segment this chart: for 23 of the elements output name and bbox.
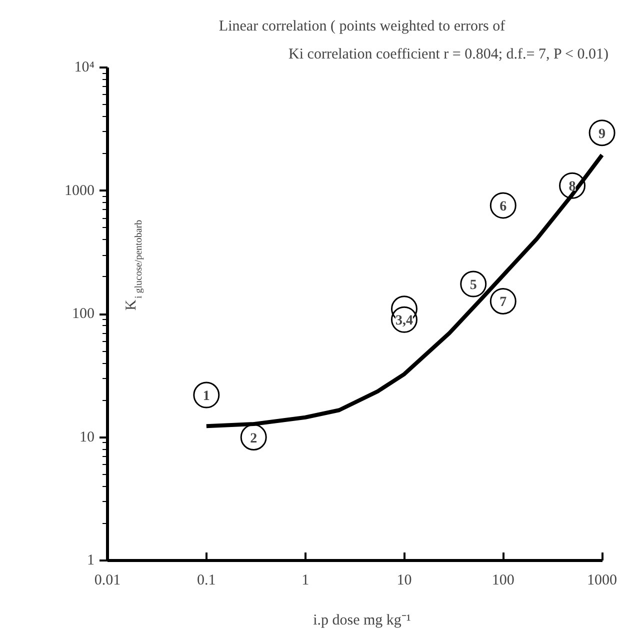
annotation: 9 xyxy=(598,126,606,142)
y-tick-label: 1000 xyxy=(64,182,94,199)
chart-title: Linear correlation ( points weighted to errors of xyxy=(218,18,506,34)
y-tick-label: 10 xyxy=(80,429,94,446)
annotation: 7 xyxy=(500,295,507,310)
x-tick-label: 1000 xyxy=(587,572,618,588)
x-tick-label: 0.1 xyxy=(197,572,216,588)
annotation: 1 xyxy=(202,389,210,404)
x-axis-title: i.p dose mg kg⁻¹ xyxy=(313,612,411,628)
y-tick-label: 1 xyxy=(87,552,94,568)
x-tick-label: 100 xyxy=(492,572,514,588)
y-axis-title: Ki glucose/pentobarb xyxy=(124,220,144,310)
annotation: 8 xyxy=(568,180,576,195)
annotation: 3,4 xyxy=(395,314,413,329)
annotation: 5 xyxy=(470,278,477,294)
annotation: 6 xyxy=(500,199,507,214)
y-tick-label: 100 xyxy=(72,306,94,322)
y-tick-label: 10⁴ xyxy=(74,60,95,76)
x-tick-label: 1 xyxy=(302,572,310,588)
x-tick-label: 0.01 xyxy=(94,572,121,588)
chart-subtitle: Ki correlation coefficient r = 0.804; d.f.= 7, P < 0.01) xyxy=(288,46,608,62)
x-tick-label: 10 xyxy=(396,572,412,588)
annotation: 2 xyxy=(250,431,258,446)
